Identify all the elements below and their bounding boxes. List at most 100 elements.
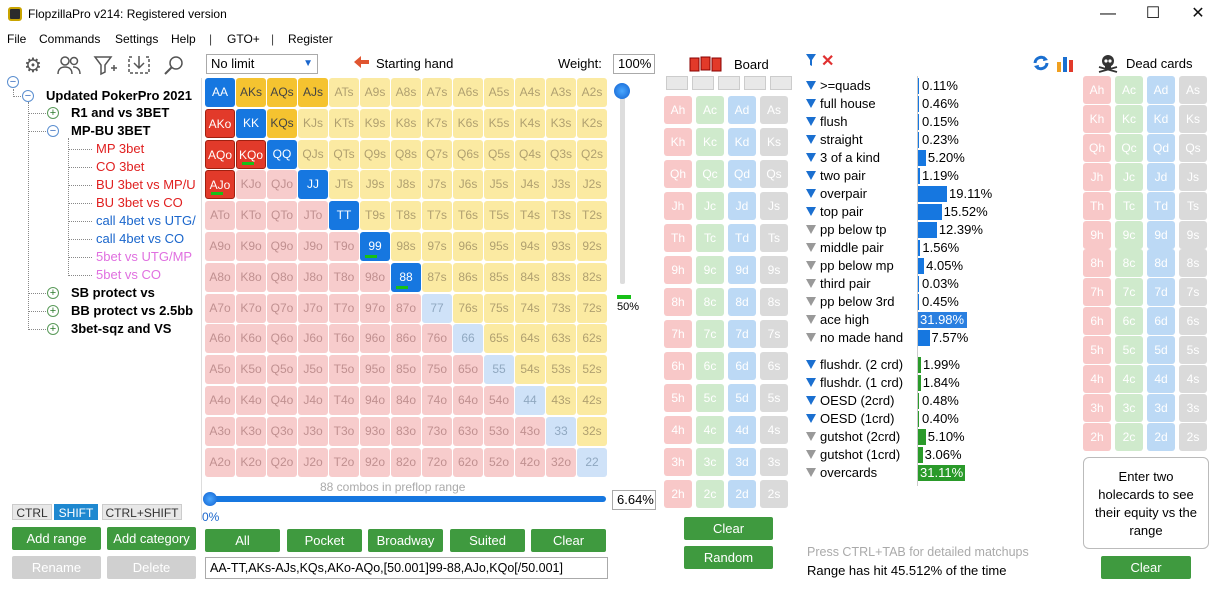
board-slot[interactable] <box>692 76 714 90</box>
filter-icon[interactable] <box>806 117 816 127</box>
board-card-Kh[interactable]: Kh <box>664 128 692 156</box>
range-text-input[interactable]: AA-TT,AKs-AJs,KQs,AKo-AQo,[50.001]99-88,… <box>205 557 608 579</box>
hand-cell-62s[interactable]: 62s <box>577 324 607 354</box>
filter-icon[interactable] <box>806 207 816 217</box>
board-card-9c[interactable]: 9c <box>696 256 724 284</box>
board-slot[interactable] <box>744 76 766 90</box>
board-card-Jh[interactable]: Jh <box>664 192 692 220</box>
board-card-Ac[interactable]: Ac <box>696 96 724 124</box>
tree-item-co3bet[interactable]: CO 3bet <box>96 159 145 174</box>
hand-cell-83o[interactable]: 83o <box>391 416 421 446</box>
hand-cell-Q4o[interactable]: Q4o <box>267 386 297 415</box>
hand-cell-72o[interactable]: 72o <box>422 447 452 477</box>
filter-icon[interactable] <box>806 315 816 325</box>
hand-cell-J3s[interactable]: J3s <box>546 170 576 200</box>
board-card-Js[interactable]: Js <box>760 192 788 220</box>
dead-card-Th[interactable]: Th <box>1083 191 1111 220</box>
hand-cell-AQs[interactable]: AQs <box>267 78 297 107</box>
hand-cell-75o[interactable]: 75o <box>422 355 452 385</box>
collapse-toggle[interactable]: − <box>22 90 34 102</box>
board-card-Kd[interactable]: Kd <box>728 128 756 156</box>
stat-row[interactable]: full house <box>806 95 876 113</box>
hand-cell-K4o[interactable]: K4o <box>236 386 266 415</box>
hand-cell-K7o[interactable]: K7o <box>236 293 266 323</box>
filter-icon[interactable] <box>806 54 816 68</box>
board-card-7s[interactable]: 7s <box>760 320 788 348</box>
hand-cell-K3o[interactable]: K3o <box>236 416 266 446</box>
hand-cell-A8s[interactable]: A8s <box>391 78 421 107</box>
stat-row[interactable]: 3 of a kind <box>806 149 880 167</box>
stat-row[interactable]: pp below 3rd <box>806 293 894 311</box>
hand-cell-85s[interactable]: 85s <box>484 262 514 292</box>
refresh-icon[interactable] <box>1031 54 1051 72</box>
hand-cell-J4o[interactable]: J4o <box>298 386 328 415</box>
hand-cell-A5s[interactable]: A5s <box>484 78 514 107</box>
filter-icon[interactable] <box>806 225 816 235</box>
hand-cell-97s[interactable]: 97s <box>422 232 452 261</box>
hand-cell-TT[interactable]: TT <box>329 201 359 231</box>
board-card-3d[interactable]: 3d <box>728 448 756 476</box>
menu-register[interactable]: Register <box>288 32 333 46</box>
menu-commands[interactable]: Commands <box>39 32 101 46</box>
tree-item-root[interactable]: Updated PokerPro 2021 <box>46 88 192 103</box>
dead-card-8s[interactable]: 8s <box>1179 249 1207 278</box>
dead-card-5s[interactable]: 5s <box>1179 336 1207 365</box>
hand-cell-K4s[interactable]: K4s <box>515 108 545 138</box>
weight-slider-track[interactable] <box>620 88 625 284</box>
dead-card-Td[interactable]: Td <box>1147 191 1175 220</box>
clear-range-button[interactable]: Clear <box>531 529 606 552</box>
hand-cell-76o[interactable]: 76o <box>422 324 452 354</box>
hand-cell-A2s[interactable]: A2s <box>577 78 607 107</box>
board-card-8c[interactable]: 8c <box>696 288 724 316</box>
dead-card-8h[interactable]: 8h <box>1083 249 1111 278</box>
stat-row[interactable]: middle pair <box>806 239 884 257</box>
filter-icon[interactable] <box>806 333 816 343</box>
filter-icon[interactable] <box>806 261 816 271</box>
expand-toggle[interactable]: + <box>47 287 59 299</box>
filter-icon[interactable] <box>92 54 118 78</box>
board-card-Qc[interactable]: Qc <box>696 160 724 188</box>
dead-card-Jd[interactable]: Jd <box>1147 162 1175 191</box>
tree-item-call4bet-utg[interactable]: call 4bet vs UTG/ <box>96 213 196 228</box>
board-card-5h[interactable]: 5h <box>664 384 692 412</box>
hand-cell-T8o[interactable]: T8o <box>329 262 359 292</box>
range-pct-input[interactable]: 6.64% <box>612 490 656 510</box>
dead-card-As[interactable]: As <box>1179 76 1207 104</box>
dead-card-Jh[interactable]: Jh <box>1083 162 1111 191</box>
board-card-Ts[interactable]: Ts <box>760 224 788 252</box>
board-card-Jc[interactable]: Jc <box>696 192 724 220</box>
dead-card-Js[interactable]: Js <box>1179 162 1207 191</box>
hand-cell-ATo[interactable]: ATo <box>205 201 235 231</box>
dead-card-2h[interactable]: 2h <box>1083 422 1111 451</box>
stat-row[interactable]: flushdr. (1 crd) <box>806 374 903 392</box>
dead-card-5h[interactable]: 5h <box>1083 336 1111 365</box>
dead-card-3d[interactable]: 3d <box>1147 393 1175 422</box>
filter-icon[interactable] <box>806 468 816 478</box>
filter-icon[interactable] <box>806 243 816 253</box>
range-slider-track[interactable] <box>208 496 606 502</box>
hand-cell-K8o[interactable]: K8o <box>236 262 266 292</box>
board-card-4s[interactable]: 4s <box>760 416 788 444</box>
hand-cell-54s[interactable]: 54s <box>515 355 545 385</box>
hand-cell-Q4s[interactable]: Q4s <box>515 139 545 169</box>
hand-cell-J5o[interactable]: J5o <box>298 355 328 385</box>
filter-icon[interactable] <box>806 297 816 307</box>
hand-cell-54o[interactable]: 54o <box>484 386 514 415</box>
users-icon[interactable] <box>56 54 82 78</box>
dead-card-6h[interactable]: 6h <box>1083 307 1111 336</box>
tree-item-bu3bet-co[interactable]: BU 3bet vs CO <box>96 195 183 210</box>
hand-cell-A7o[interactable]: A7o <box>205 293 235 323</box>
dead-card-Jc[interactable]: Jc <box>1115 162 1143 191</box>
board-card-4d[interactable]: 4d <box>728 416 756 444</box>
stat-row[interactable]: OESD (1crd) <box>806 410 894 428</box>
dead-card-Qd[interactable]: Qd <box>1147 133 1175 162</box>
hand-cell-A8o[interactable]: A8o <box>205 262 235 292</box>
board-card-7d[interactable]: 7d <box>728 320 756 348</box>
hand-cell-Q5o[interactable]: Q5o <box>267 355 297 385</box>
board-card-8h[interactable]: 8h <box>664 288 692 316</box>
hand-cell-86o[interactable]: 86o <box>391 324 421 354</box>
hand-cell-QTs[interactable]: QTs <box>329 139 359 169</box>
hand-cell-85o[interactable]: 85o <box>391 355 421 385</box>
hand-cell-64o[interactable]: 64o <box>453 386 483 415</box>
tree-item-mpbu[interactable]: MP-BU 3BET <box>71 123 151 138</box>
